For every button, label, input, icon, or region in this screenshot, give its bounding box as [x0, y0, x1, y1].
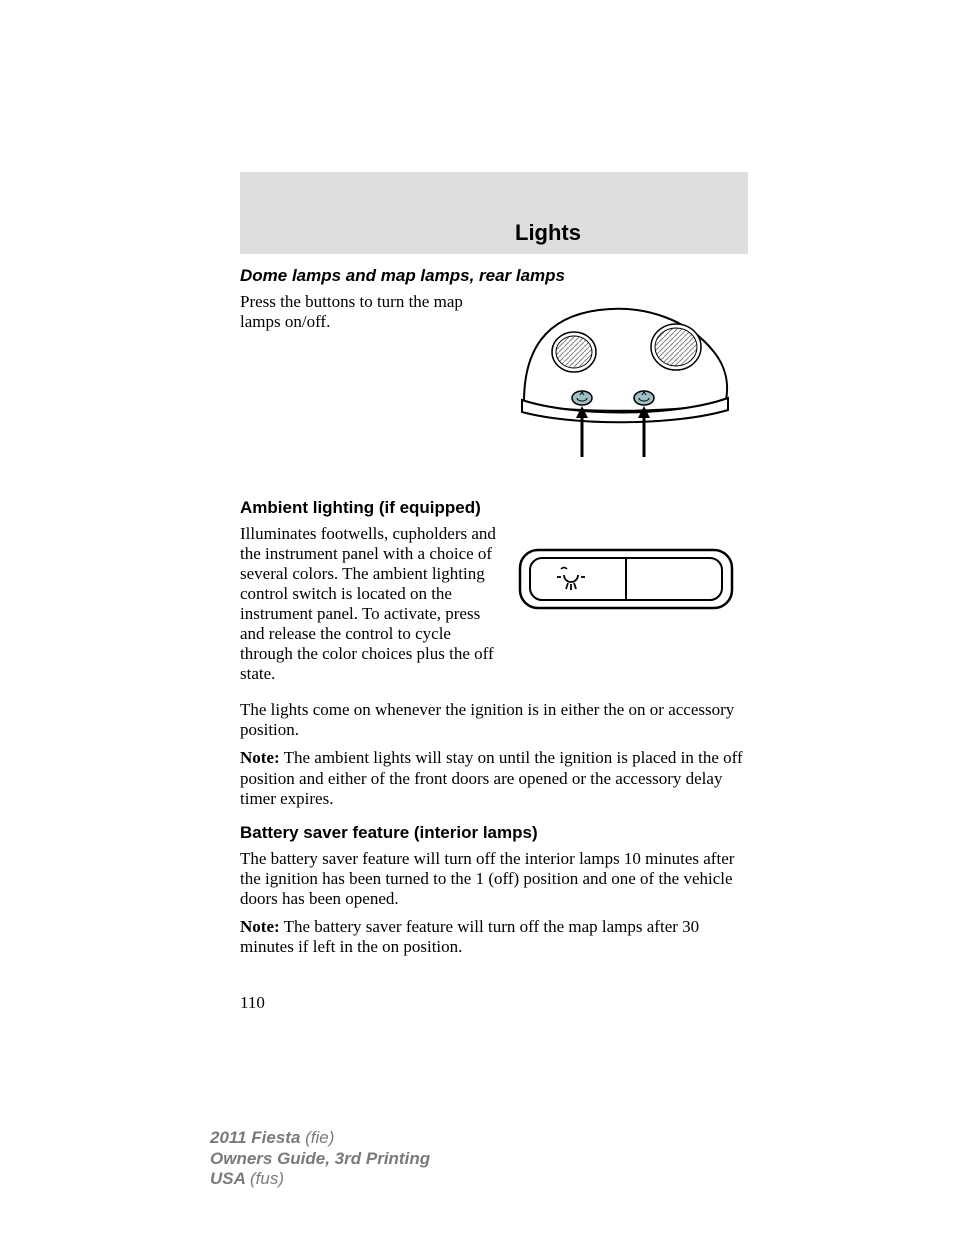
- heading-ambient: Ambient lighting (if equipped): [240, 498, 748, 518]
- footer-line1: 2011 Fiesta (fie): [210, 1128, 430, 1149]
- footer-country-code: (fus): [250, 1169, 284, 1188]
- heading-dome-lamps: Dome lamps and map lamps, rear lamps: [240, 266, 748, 286]
- battery-note: Note: The battery saver feature will tur…: [240, 917, 748, 957]
- ambient-figure: [516, 524, 736, 617]
- page-number: 110: [240, 993, 265, 1013]
- heading-battery: Battery saver feature (interior lamps): [240, 823, 748, 843]
- ambient-para2: The lights come on whenever the ignition…: [240, 700, 748, 740]
- footer-model-code: (fie): [305, 1128, 334, 1147]
- footer-country: USA: [210, 1169, 250, 1188]
- footer-model: 2011 Fiesta: [210, 1128, 305, 1147]
- page: Lights Dome lamps and map lamps, rear la…: [0, 0, 954, 1235]
- footer-line2: Owners Guide, 3rd Printing: [210, 1149, 430, 1170]
- dome-para1: Press the buttons to turn the map lamps …: [240, 292, 488, 332]
- note-label: Note:: [240, 917, 280, 936]
- ambient-switch-icon: [516, 542, 736, 617]
- battery-note-body: The battery saver feature will turn off …: [240, 917, 699, 956]
- ambient-para1: Illuminates footwells, cupholders and th…: [240, 524, 500, 684]
- section-title: Lights: [515, 220, 581, 246]
- spacer: [240, 470, 748, 498]
- footer-line3: USA (fus): [210, 1169, 430, 1190]
- note-label: Note:: [240, 748, 280, 767]
- ambient-row: Illuminates footwells, cupholders and th…: [240, 524, 748, 692]
- ambient-note-body: The ambient lights will stay on until th…: [240, 748, 743, 807]
- ambient-note: Note: The ambient lights will stay on un…: [240, 748, 748, 808]
- dome-console-icon: [504, 292, 744, 462]
- footer-block: 2011 Fiesta (fie) Owners Guide, 3rd Prin…: [210, 1128, 430, 1190]
- content-area: Dome lamps and map lamps, rear lamps Pre…: [240, 266, 748, 965]
- dome-row: Press the buttons to turn the map lamps …: [240, 292, 748, 462]
- battery-para1: The battery saver feature will turn off …: [240, 849, 748, 909]
- section-header-bar: Lights: [240, 172, 748, 254]
- dome-figure: [504, 292, 744, 462]
